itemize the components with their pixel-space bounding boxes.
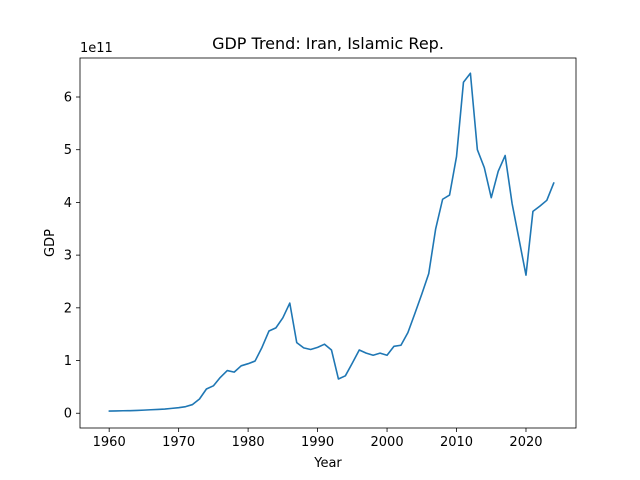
x-tick-label: 2020: [509, 435, 542, 450]
chart-title: GDP Trend: Iran, Islamic Rep.: [212, 34, 444, 53]
gdp-series-line: [108, 72, 555, 412]
y-tick-label: 5: [64, 143, 72, 158]
y-tick-label: 2: [64, 301, 72, 316]
x-axis-label: Year: [313, 456, 342, 471]
y-tick-label: 4: [64, 196, 72, 211]
y-tick-label: 3: [64, 249, 72, 264]
y-tick-label: 6: [64, 91, 72, 106]
x-tick-label: 1960: [93, 435, 126, 450]
x-tick-label: 2010: [440, 435, 473, 450]
y-axis-offset-label: 1e11: [80, 41, 113, 56]
x-tick-label: 1970: [162, 435, 195, 450]
y-axis-label: GDP: [43, 229, 58, 257]
y-tick-label: 0: [64, 407, 72, 422]
x-tick-label: 2000: [371, 435, 404, 450]
x-tick-label: 1990: [301, 435, 334, 450]
plot-content: [108, 72, 555, 412]
x-axis-ticks: 1960 1970 1980 1990 2000 2010 2020: [93, 428, 543, 450]
plot-area: [80, 58, 576, 428]
plot-frame: [79, 57, 577, 429]
y-tick-label: 1: [64, 354, 72, 369]
y-axis-ticks: 0 1 2 3 4 5 6: [64, 91, 80, 422]
x-tick-label: 1980: [232, 435, 265, 450]
